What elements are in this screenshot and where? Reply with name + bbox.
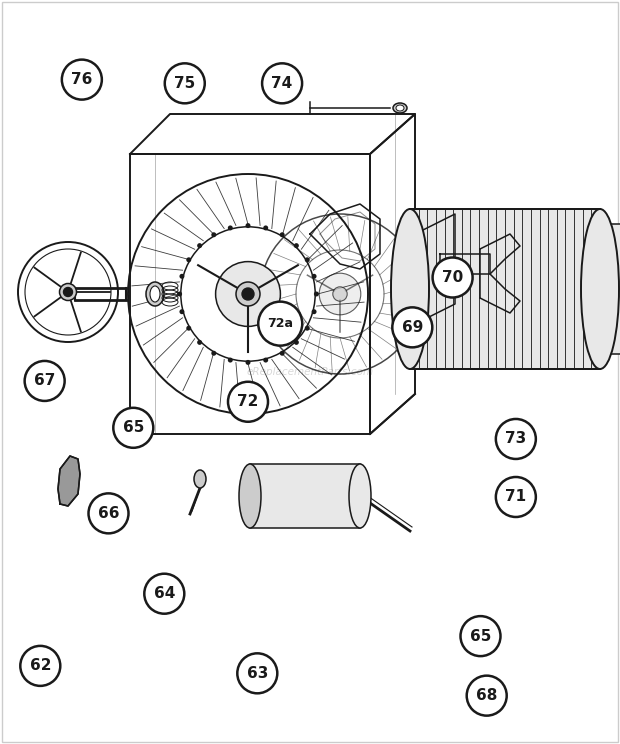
Text: 74: 74 bbox=[272, 76, 293, 91]
Circle shape bbox=[144, 574, 184, 614]
Circle shape bbox=[246, 360, 250, 365]
Circle shape bbox=[62, 60, 102, 100]
Circle shape bbox=[197, 340, 202, 345]
Text: eReplacementParts.com: eReplacementParts.com bbox=[246, 367, 374, 377]
Ellipse shape bbox=[239, 464, 261, 528]
Circle shape bbox=[259, 301, 302, 346]
Bar bbox=[250, 464, 360, 528]
Circle shape bbox=[312, 274, 317, 279]
Bar bbox=[610, 224, 620, 354]
Ellipse shape bbox=[150, 286, 160, 302]
Ellipse shape bbox=[391, 209, 429, 369]
Text: 71: 71 bbox=[505, 490, 526, 504]
Circle shape bbox=[18, 242, 118, 342]
Circle shape bbox=[264, 358, 268, 362]
Text: 70: 70 bbox=[442, 270, 463, 285]
Text: 62: 62 bbox=[30, 658, 51, 673]
Circle shape bbox=[305, 257, 310, 263]
Ellipse shape bbox=[194, 470, 206, 488]
Circle shape bbox=[496, 419, 536, 459]
Circle shape bbox=[496, 477, 536, 517]
Ellipse shape bbox=[581, 209, 619, 369]
Circle shape bbox=[433, 257, 472, 298]
Ellipse shape bbox=[216, 262, 280, 327]
Circle shape bbox=[392, 307, 432, 347]
Ellipse shape bbox=[349, 464, 371, 528]
Text: 64: 64 bbox=[154, 586, 175, 601]
Circle shape bbox=[228, 382, 268, 422]
Circle shape bbox=[294, 243, 299, 248]
Text: 63: 63 bbox=[247, 666, 268, 681]
Text: 66: 66 bbox=[98, 506, 119, 521]
Ellipse shape bbox=[393, 103, 407, 113]
Ellipse shape bbox=[396, 105, 404, 111]
Circle shape bbox=[333, 286, 347, 301]
Text: 75: 75 bbox=[174, 76, 195, 91]
Circle shape bbox=[63, 287, 73, 297]
Circle shape bbox=[89, 493, 128, 533]
Circle shape bbox=[179, 274, 184, 279]
Ellipse shape bbox=[319, 273, 361, 315]
Text: 65: 65 bbox=[470, 629, 491, 644]
Circle shape bbox=[186, 326, 191, 330]
Text: 73: 73 bbox=[505, 432, 526, 446]
Text: 68: 68 bbox=[476, 688, 497, 703]
Circle shape bbox=[165, 63, 205, 103]
Circle shape bbox=[242, 288, 254, 300]
Circle shape bbox=[312, 310, 317, 314]
Circle shape bbox=[60, 283, 76, 301]
Circle shape bbox=[305, 326, 310, 330]
Circle shape bbox=[186, 257, 191, 263]
Text: 69: 69 bbox=[402, 320, 423, 335]
Circle shape bbox=[211, 350, 216, 356]
Circle shape bbox=[179, 310, 184, 314]
Circle shape bbox=[314, 292, 319, 297]
Circle shape bbox=[280, 350, 285, 356]
Circle shape bbox=[211, 232, 216, 237]
Circle shape bbox=[246, 223, 250, 228]
Ellipse shape bbox=[146, 282, 164, 306]
Text: 72: 72 bbox=[237, 394, 259, 409]
Text: 72a: 72a bbox=[267, 317, 293, 330]
Circle shape bbox=[197, 243, 202, 248]
Circle shape bbox=[461, 616, 500, 656]
Text: 65: 65 bbox=[123, 420, 144, 435]
Bar bbox=[410, 209, 600, 369]
Text: 67: 67 bbox=[34, 373, 55, 388]
Polygon shape bbox=[58, 456, 80, 506]
Circle shape bbox=[177, 292, 182, 297]
Circle shape bbox=[294, 340, 299, 345]
Circle shape bbox=[113, 408, 153, 448]
Circle shape bbox=[264, 225, 268, 231]
Circle shape bbox=[20, 646, 60, 686]
Circle shape bbox=[228, 358, 232, 362]
Text: 76: 76 bbox=[71, 72, 92, 87]
Circle shape bbox=[236, 282, 260, 306]
Circle shape bbox=[228, 225, 232, 231]
Circle shape bbox=[262, 63, 302, 103]
Circle shape bbox=[467, 676, 507, 716]
Circle shape bbox=[25, 361, 64, 401]
Circle shape bbox=[280, 232, 285, 237]
Circle shape bbox=[237, 653, 277, 693]
